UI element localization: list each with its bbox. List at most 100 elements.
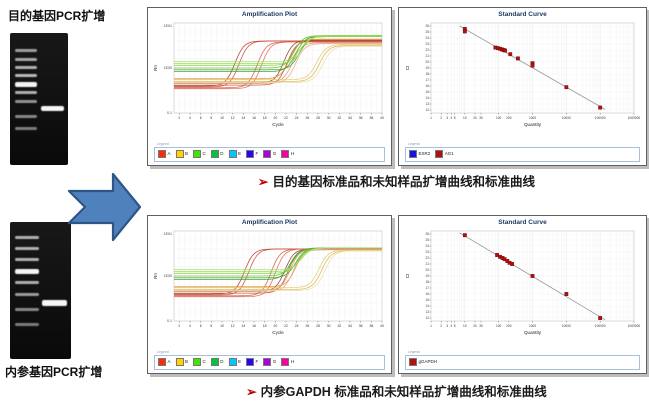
legend-swatch-icon [246,358,255,366]
svg-text:21: 21 [425,54,429,58]
svg-text:28: 28 [316,324,320,328]
svg-text:5: 5 [454,324,456,328]
legend-label: F [255,151,259,156]
standard-curve-panel-bottom: Standard Curve 26 25 24 23 22 21 20 19 18 17 16 15 1… [398,215,647,374]
amplification-plot-panel-bottom: Amplification Plot 1E01 1E00 0.1 2 4 6 8 10 12 14… [147,215,392,374]
svg-text:22: 22 [284,116,288,120]
svg-text:22: 22 [284,324,288,328]
legend-label: E [238,151,242,156]
svg-text:10: 10 [220,116,224,120]
legend-item: AG1 [435,150,454,158]
legend-label: F [255,359,259,364]
legend-item: A [158,150,171,158]
svg-text:Ct: Ct [405,273,410,278]
legend-label: A [167,359,171,364]
legend-swatch-icon [409,358,417,366]
svg-text:Rn: Rn [153,65,158,71]
legend-label: B [185,359,189,364]
svg-text:10000: 10000 [562,324,571,328]
legend-item: B [175,358,189,366]
svg-text:12: 12 [425,108,429,112]
svg-text:25: 25 [425,30,429,34]
legend-swatch-icon [158,150,166,158]
svg-text:200: 200 [506,116,512,120]
gel-sample-band [42,300,67,307]
svg-text:16: 16 [425,84,429,88]
gel-ladder-band [15,81,38,87]
svg-text:21: 21 [425,262,429,266]
svg-text:20: 20 [273,324,277,328]
gel-ladder-band [15,257,39,261]
legend-label: ESR2 [418,151,431,156]
chart-title: Standard Curve [498,219,547,226]
legend-label: D [220,359,224,364]
svg-text:18: 18 [263,116,267,120]
svg-text:24: 24 [425,244,429,248]
svg-text:Quantity: Quantity [524,122,542,127]
legend-swatch-icon [193,150,202,158]
caption-bullet-icon: ➢ [246,385,257,399]
svg-text:1: 1 [430,116,432,120]
gel-ladder-band [15,308,39,312]
reference-gene-gel-label: 内参基因PCR扩增 [5,365,103,379]
legend-item: C [193,358,206,366]
caption-target-gene: ➢ 目的基因标准品和未知样品扩增曲线和标准曲线 [148,171,645,190]
svg-text:18: 18 [425,72,429,76]
svg-text:1000: 1000 [529,324,536,328]
svg-text:100000: 100000 [595,116,606,120]
reference-gene-gel-image [10,222,71,359]
svg-text:4: 4 [450,324,452,328]
svg-text:16: 16 [425,292,429,296]
svg-text:100000: 100000 [595,324,606,328]
svg-text:26: 26 [305,324,309,328]
gel-ladder-band [15,235,39,239]
legend-swatch-icon [175,150,184,158]
legend-label: D [220,151,224,156]
legend-item: A [158,358,171,366]
legend-swatch-icon [281,150,290,158]
svg-text:24: 24 [295,324,299,328]
svg-text:200: 200 [506,324,512,328]
svg-text:19: 19 [425,274,429,278]
svg-text:32: 32 [337,116,341,120]
svg-text:6: 6 [200,116,202,120]
legend-label: G [272,359,277,364]
chart-title: Standard Curve [498,11,547,18]
svg-text:10: 10 [463,324,467,328]
svg-text:100: 100 [496,116,502,120]
legend-caption: Legend [156,142,170,147]
svg-text:15: 15 [425,90,429,94]
svg-text:20: 20 [473,324,477,328]
svg-text:14: 14 [425,304,429,308]
legend-label: E [238,359,242,364]
legend-caption: Legend [407,350,421,355]
svg-text:12: 12 [425,316,429,320]
legend-swatch-icon [228,358,237,366]
svg-text:36: 36 [359,324,363,328]
svg-text:23: 23 [425,42,429,46]
target-gene-gel-image [10,33,68,165]
legend-label: C [202,359,206,364]
svg-text:8: 8 [210,324,212,328]
svg-text:10000: 10000 [562,116,571,120]
svg-text:Cycle: Cycle [272,122,284,127]
gel-ladder-band [15,58,38,62]
legend-swatch-icon [263,358,272,366]
svg-text:100: 100 [496,324,502,328]
standard-curve-panel-top: Standard Curve 26 25 24 23 22 21 20 19 18 17 16 15 1… [398,7,647,166]
legend-item: E [228,150,242,158]
svg-text:Quantity: Quantity [524,330,542,335]
gel-ladder-band [15,48,38,52]
svg-text:36: 36 [359,116,363,120]
svg-text:26: 26 [305,116,309,120]
svg-text:34: 34 [348,324,352,328]
amplification-plot-panel-top: Amplification Plot 1E01 1E00 0.1 2 4 6 8 10 12 14… [147,7,392,166]
legend-label: A [167,151,171,156]
caption-bullet-icon: ➢ [258,175,269,189]
legend-item: gGAPDH [409,358,437,366]
svg-text:24: 24 [425,36,429,40]
svg-text:20: 20 [425,268,429,272]
legend-swatch-icon [263,150,272,158]
svg-text:Rn: Rn [153,273,158,279]
